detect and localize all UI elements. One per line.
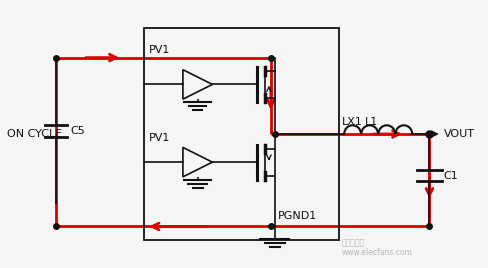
Text: VOUT: VOUT [444, 129, 475, 139]
Text: LX1: LX1 [342, 117, 363, 127]
Text: PV1: PV1 [149, 133, 170, 143]
Text: PGND1: PGND1 [278, 211, 317, 221]
Bar [144, 28, 339, 240]
Text: L1: L1 [365, 117, 378, 127]
Text: ON CYCLE: ON CYCLE [7, 129, 62, 139]
Text: PV1: PV1 [149, 45, 170, 55]
Text: C5: C5 [71, 126, 85, 136]
Text: C1: C1 [443, 170, 458, 181]
Text: 电子发烧友
www.elecfans.com: 电子发烧友 www.elecfans.com [342, 238, 412, 257]
